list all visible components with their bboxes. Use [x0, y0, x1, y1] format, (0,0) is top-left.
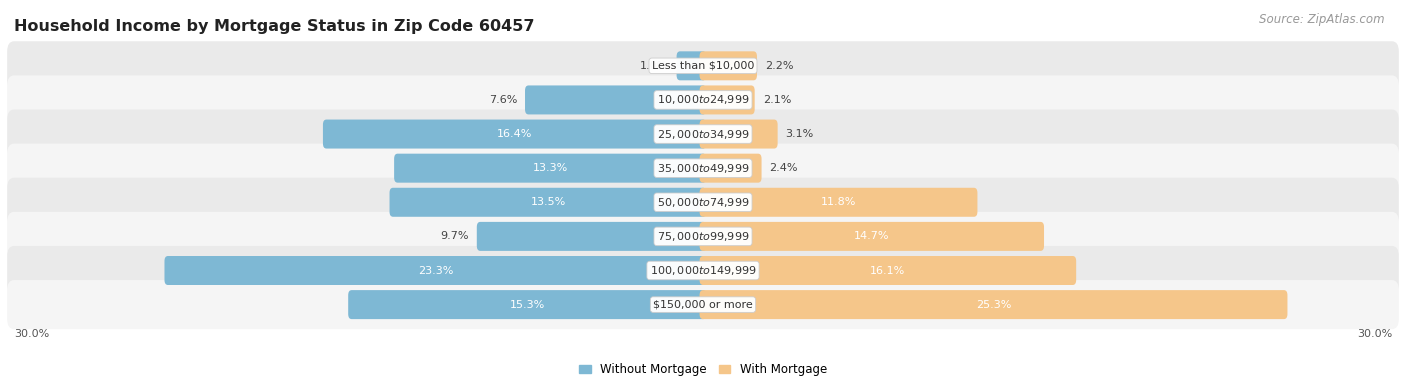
- Text: 16.4%: 16.4%: [496, 129, 533, 139]
- Text: Household Income by Mortgage Status in Zip Code 60457: Household Income by Mortgage Status in Z…: [14, 19, 534, 34]
- Text: 1.0%: 1.0%: [640, 61, 669, 71]
- FancyBboxPatch shape: [165, 256, 706, 285]
- Text: $150,000 or more: $150,000 or more: [654, 300, 752, 310]
- Text: 15.3%: 15.3%: [510, 300, 546, 310]
- Text: Source: ZipAtlas.com: Source: ZipAtlas.com: [1260, 13, 1385, 26]
- FancyBboxPatch shape: [7, 280, 1399, 329]
- FancyBboxPatch shape: [7, 246, 1399, 295]
- FancyBboxPatch shape: [700, 51, 756, 81]
- FancyBboxPatch shape: [349, 290, 706, 319]
- Text: 9.7%: 9.7%: [440, 231, 468, 242]
- Text: 25.3%: 25.3%: [976, 300, 1011, 310]
- FancyBboxPatch shape: [7, 178, 1399, 227]
- Text: 2.2%: 2.2%: [765, 61, 793, 71]
- Text: $35,000 to $49,999: $35,000 to $49,999: [657, 162, 749, 175]
- Text: 30.0%: 30.0%: [1357, 329, 1392, 339]
- FancyBboxPatch shape: [7, 41, 1399, 90]
- FancyBboxPatch shape: [700, 188, 977, 217]
- Text: 30.0%: 30.0%: [14, 329, 49, 339]
- Text: $100,000 to $149,999: $100,000 to $149,999: [650, 264, 756, 277]
- Text: $25,000 to $34,999: $25,000 to $34,999: [657, 127, 749, 141]
- Text: 7.6%: 7.6%: [489, 95, 517, 105]
- FancyBboxPatch shape: [394, 154, 706, 183]
- FancyBboxPatch shape: [700, 119, 778, 149]
- Text: 3.1%: 3.1%: [786, 129, 814, 139]
- Text: 11.8%: 11.8%: [821, 197, 856, 207]
- FancyBboxPatch shape: [676, 51, 706, 81]
- Text: 23.3%: 23.3%: [418, 265, 453, 276]
- Text: 16.1%: 16.1%: [870, 265, 905, 276]
- FancyBboxPatch shape: [700, 222, 1045, 251]
- FancyBboxPatch shape: [700, 85, 755, 115]
- FancyBboxPatch shape: [7, 212, 1399, 261]
- Text: 2.1%: 2.1%: [762, 95, 792, 105]
- FancyBboxPatch shape: [700, 154, 762, 183]
- Text: 13.3%: 13.3%: [533, 163, 568, 173]
- Legend: Without Mortgage, With Mortgage: Without Mortgage, With Mortgage: [574, 358, 832, 378]
- FancyBboxPatch shape: [700, 256, 1076, 285]
- FancyBboxPatch shape: [477, 222, 706, 251]
- FancyBboxPatch shape: [7, 144, 1399, 193]
- Text: $50,000 to $74,999: $50,000 to $74,999: [657, 196, 749, 209]
- Text: 2.4%: 2.4%: [769, 163, 799, 173]
- FancyBboxPatch shape: [524, 85, 706, 115]
- Text: 14.7%: 14.7%: [853, 231, 890, 242]
- Text: Less than $10,000: Less than $10,000: [652, 61, 754, 71]
- FancyBboxPatch shape: [700, 290, 1288, 319]
- FancyBboxPatch shape: [323, 119, 706, 149]
- Text: $75,000 to $99,999: $75,000 to $99,999: [657, 230, 749, 243]
- FancyBboxPatch shape: [7, 75, 1399, 124]
- FancyBboxPatch shape: [7, 110, 1399, 159]
- Text: 13.5%: 13.5%: [530, 197, 565, 207]
- FancyBboxPatch shape: [389, 188, 706, 217]
- Text: $10,000 to $24,999: $10,000 to $24,999: [657, 93, 749, 107]
